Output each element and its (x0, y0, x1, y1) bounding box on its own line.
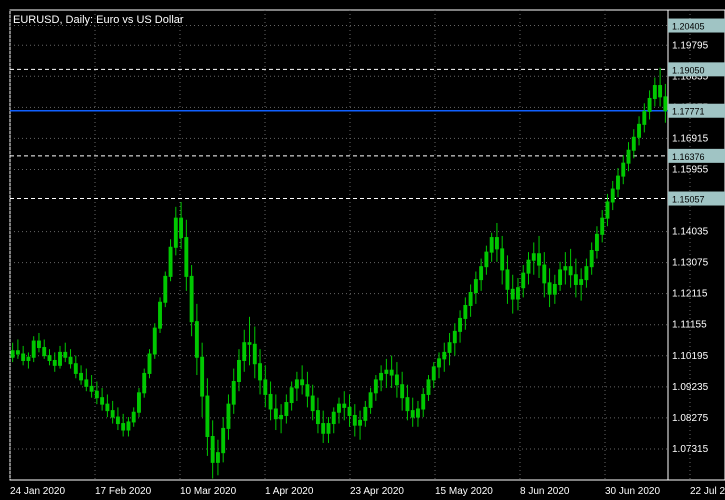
xtick-label: 22 Jul 2020 (690, 486, 725, 497)
price-marker-label: 1.20405 (672, 22, 705, 32)
price-marker-label: 1.15057 (672, 195, 705, 205)
ytick-label: 1.07315 (672, 444, 709, 455)
xtick-label: 23 Apr 2020 (350, 486, 404, 497)
xtick-label: 17 Feb 2020 (95, 486, 152, 497)
ytick-label: 1.10195 (672, 351, 709, 362)
ytick-label: 1.14035 (672, 227, 709, 238)
xtick-label: 15 May 2020 (435, 486, 493, 497)
xtick-label: 8 Jun 2020 (520, 486, 570, 497)
price-marker-label: 1.19050 (672, 65, 705, 75)
chart-title: EURUSD, Daily: Euro vs US Dollar (13, 14, 184, 26)
chart-container: 1.204051.197951.188351.178751.169151.159… (0, 0, 725, 500)
xtick-label: 30 Jun 2020 (605, 486, 660, 497)
current-price-label: 1.17771 (672, 107, 705, 117)
candlestick-chart[interactable]: 1.204051.197951.188351.178751.169151.159… (0, 0, 725, 500)
ytick-label: 1.09235 (672, 382, 709, 393)
price-marker-label: 1.16376 (672, 152, 705, 162)
xtick-label: 1 Apr 2020 (265, 486, 314, 497)
ytick-label: 1.11155 (672, 320, 707, 331)
chart-background (0, 0, 725, 500)
xtick-label: 24 Jan 2020 (10, 486, 65, 497)
ytick-label: 1.19795 (672, 40, 709, 51)
xtick-label: 10 Mar 2020 (180, 486, 237, 497)
